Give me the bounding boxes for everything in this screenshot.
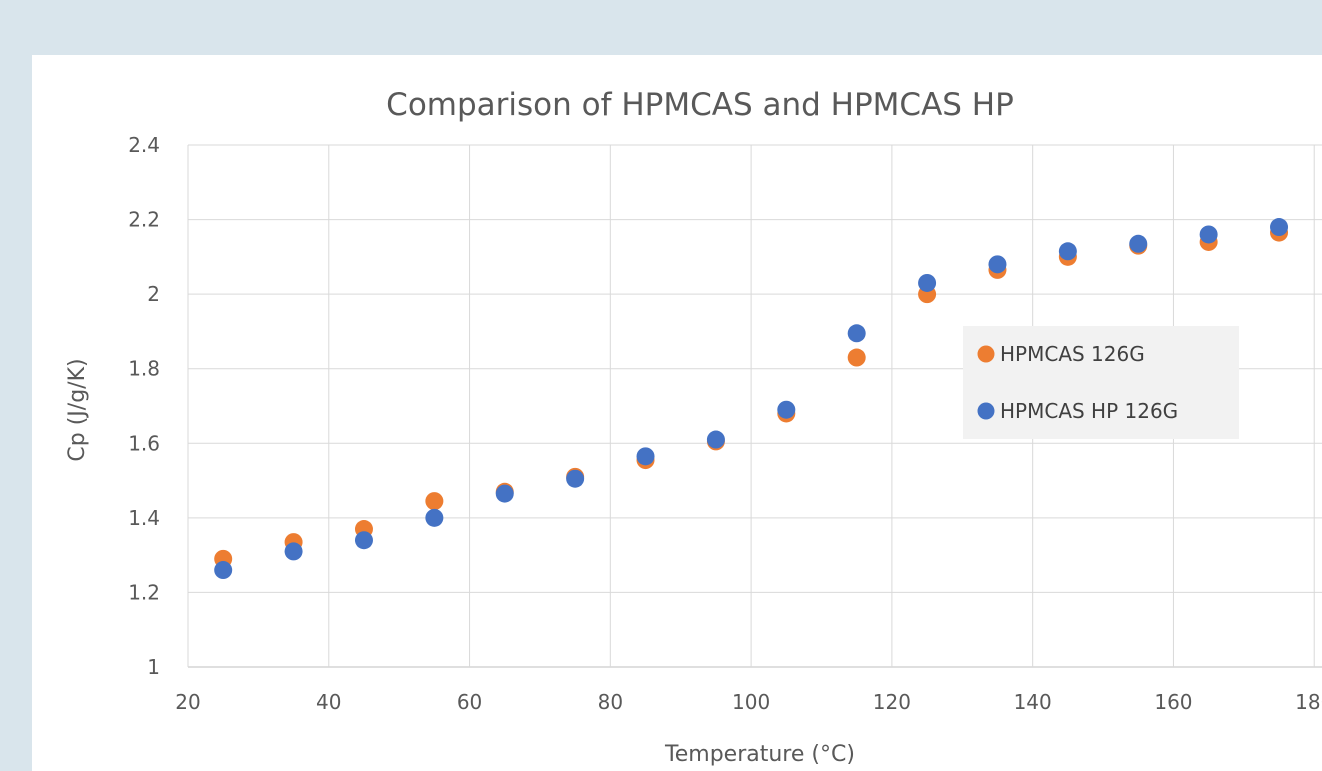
data-point — [847, 348, 866, 367]
x-tick-label: 140 — [1014, 690, 1052, 714]
chart-panel: 1 1.2 1.4 1.6 1.8 2 2.2 2.4 20 40 60 80 100 120 140 160… — [32, 55, 1322, 771]
legend-label: HPMCAS HP 126G — [1000, 399, 1178, 423]
x-axis-title: Temperature (°C) — [664, 742, 855, 767]
series-2 — [214, 218, 1289, 580]
data-point — [918, 273, 937, 292]
data-point — [706, 430, 725, 449]
x-tick-label: 100 — [732, 690, 770, 714]
data-point — [988, 255, 1007, 274]
legend-background — [963, 326, 1239, 439]
data-point — [636, 447, 655, 466]
scatter-chart: 1 1.2 1.4 1.6 1.8 2 2.2 2.4 20 40 60 80 100 120 140 160… — [65, 87, 1322, 767]
legend-label: HPMCAS 126G — [1000, 342, 1145, 366]
y-axis-title: Cp (J/g/K) — [65, 358, 90, 461]
legend-marker — [977, 402, 995, 420]
y-tick-label: 1 — [147, 655, 160, 679]
y-tick-label: 1.2 — [128, 580, 160, 604]
x-tick-label: 60 — [457, 690, 482, 714]
chart-title: Comparison of HPMCAS and HPMCAS HP — [386, 87, 1014, 123]
data-point — [1129, 234, 1148, 253]
data-point — [1270, 218, 1289, 237]
x-tick-label: 80 — [598, 690, 623, 714]
data-point — [1058, 242, 1077, 261]
data-point — [566, 469, 585, 488]
y-tick-label: 1.4 — [128, 506, 160, 530]
data-point — [495, 484, 514, 503]
x-tick-label: 40 — [316, 690, 341, 714]
series-points — [214, 218, 1289, 580]
data-point — [777, 400, 796, 419]
legend: HPMCAS 126G HPMCAS HP 126G — [963, 326, 1239, 439]
y-tick-label: 2.4 — [128, 133, 160, 157]
data-point — [354, 531, 373, 550]
data-point — [214, 561, 233, 580]
x-tick-label: 120 — [873, 690, 911, 714]
data-point — [1199, 225, 1218, 244]
data-point — [425, 492, 444, 511]
tick-labels: 1 1.2 1.4 1.6 1.8 2 2.2 2.4 20 40 60 80 100 120 140 160… — [128, 133, 1322, 714]
data-point — [847, 324, 866, 343]
y-tick-label: 2.2 — [128, 208, 160, 232]
data-point — [425, 508, 444, 527]
gridlines — [187, 144, 1322, 668]
data-point — [284, 542, 303, 561]
y-tick-label: 2 — [147, 282, 160, 306]
x-tick-label: 180 — [1295, 690, 1322, 714]
x-tick-label: 160 — [1154, 690, 1192, 714]
x-tick-label: 20 — [175, 690, 200, 714]
legend-marker — [977, 345, 995, 363]
y-tick-label: 1.8 — [128, 357, 160, 381]
y-tick-label: 1.6 — [128, 431, 160, 455]
